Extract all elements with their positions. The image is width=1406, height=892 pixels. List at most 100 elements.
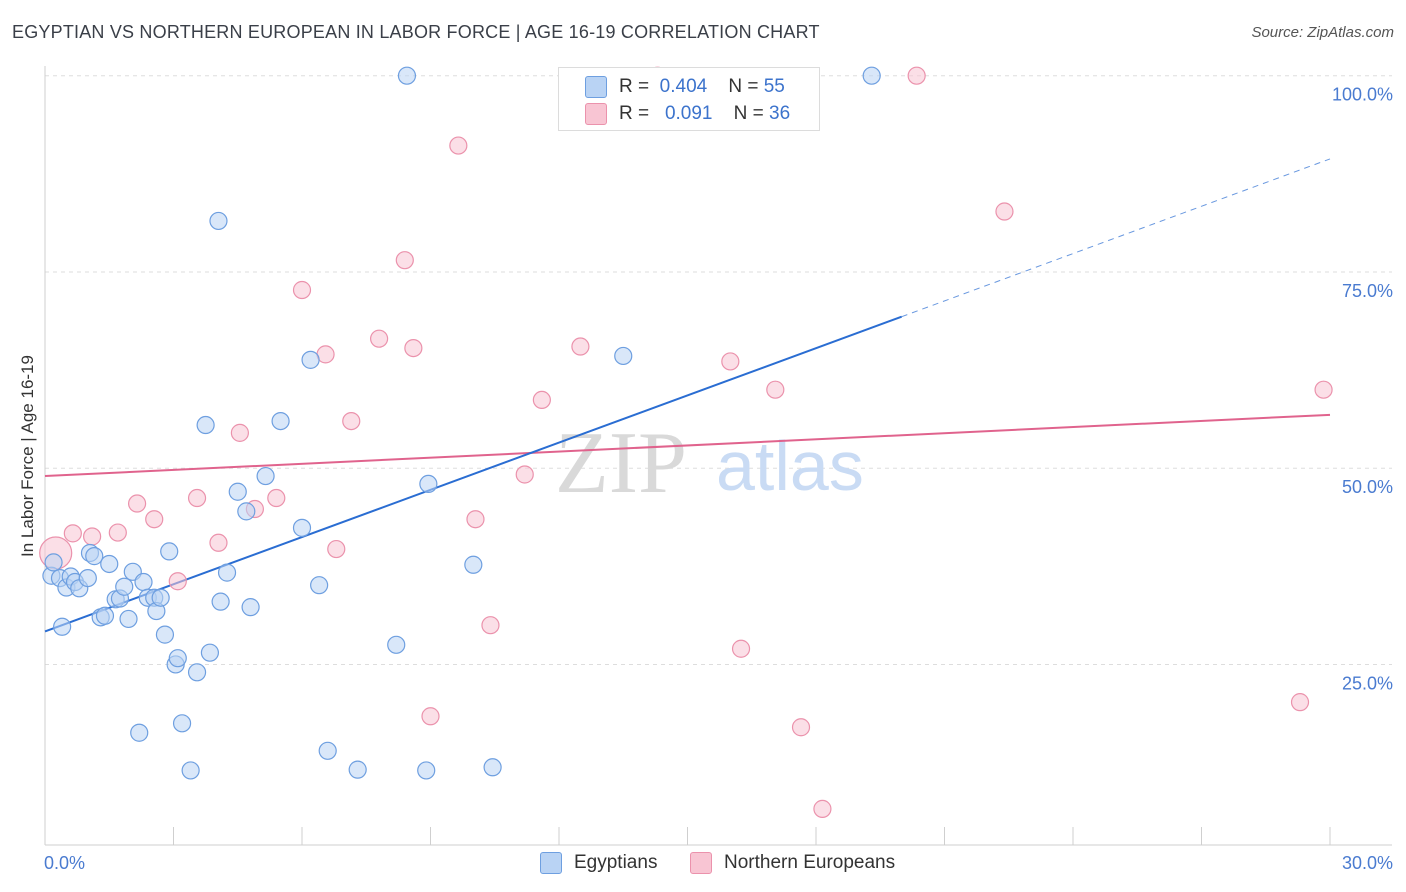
legend-item-northern-europeans: Northern Europeans (690, 852, 895, 874)
gridlines (45, 75, 1392, 665)
egyptian-point (483, 758, 502, 777)
legend-r-label: R = (619, 103, 650, 124)
egyptian-point (464, 555, 483, 574)
egyptian-point (310, 576, 329, 595)
egyptian-point (196, 415, 215, 435)
egyptian-point (78, 568, 97, 588)
northern-european-point (791, 718, 811, 737)
egyptian-point (237, 502, 256, 521)
egyptian-point (187, 663, 207, 682)
egyptian-point (301, 350, 320, 369)
egyptian-point (228, 482, 247, 501)
egyptian-point (200, 643, 220, 662)
egyptian-point (614, 346, 633, 366)
egyptian-point (348, 760, 367, 779)
x-tick-min: 0.0% (44, 853, 85, 873)
northern-european-point (532, 390, 551, 410)
egyptian-point (53, 617, 72, 636)
egyptian-point (119, 609, 138, 629)
northern-european-point (1290, 693, 1310, 712)
legend-n-label: N = (728, 76, 759, 97)
northern-european-point (995, 202, 1014, 221)
y-tick-label: 50.0% (1342, 477, 1393, 497)
northern-european-point (481, 616, 500, 635)
egyptian-points (42, 66, 881, 780)
egyptian-point (44, 553, 63, 572)
northern-european-point (404, 338, 423, 358)
x-tick-max: 30.0% (1342, 853, 1393, 873)
egyptian-point (181, 761, 200, 780)
egyptian-point (417, 761, 436, 780)
northern-european-point (1314, 380, 1333, 399)
egyptian-point (256, 466, 275, 486)
series-legend: Egyptians Northern Europeans (0, 852, 1406, 878)
egyptian-point (85, 547, 104, 566)
northern-european-point (168, 572, 187, 591)
egyptian-point (241, 598, 260, 617)
northern-european-trend-line (44, 413, 1331, 478)
egyptian-point (130, 723, 149, 742)
stats-legend: R = 0.404 N = 55 R = 0.091 N = 36 (558, 67, 820, 131)
egyptian-trend-line (44, 315, 903, 633)
legend-item-egyptians: Egyptians (540, 852, 657, 874)
legend-r-value: 0.091 (664, 103, 713, 124)
northern-european-point (813, 799, 832, 818)
northern-european-point (721, 352, 740, 371)
northern-european-point (292, 280, 312, 300)
egyptian-trend-extension (901, 158, 1331, 318)
northern-european-point (395, 251, 414, 270)
egyptian-point (172, 714, 192, 733)
egyptian-point (160, 542, 179, 561)
egyptian-point (100, 554, 119, 574)
northern-european-point (421, 707, 440, 726)
northern-european-point (571, 337, 590, 356)
egyptian-point (168, 649, 187, 668)
northern-european-point (370, 329, 389, 348)
y-tick-label: 25.0% (1342, 673, 1393, 693)
egyptian-point (134, 572, 153, 592)
egyptian-point (217, 563, 237, 582)
northern-european-point (209, 533, 228, 552)
legend-row-northern-europeans: R = 0.091 N = 36 (585, 102, 790, 126)
egyptian-point (419, 474, 438, 493)
chart-title: EGYPTIAN VS NORTHERN EUROPEAN IN LABOR F… (12, 22, 820, 42)
northern-european-point (187, 488, 207, 508)
egyptian-point (387, 635, 406, 654)
northern-european-point (907, 66, 926, 85)
egyptian-point (397, 66, 417, 85)
y-tick-label: 75.0% (1342, 281, 1393, 301)
legend-swatch-blue (585, 76, 607, 98)
blue-trend-group (44, 158, 1331, 633)
northern-european-point (267, 488, 286, 508)
source-label: Source: ZipAtlas.com (1251, 24, 1394, 41)
legend-n-value: 36 (769, 103, 791, 124)
legend-r-value: 0.404 (659, 76, 708, 97)
legend-n-label: N = (733, 103, 764, 124)
northern-european-point (766, 380, 785, 399)
egyptian-point (209, 211, 228, 231)
egyptian-point (151, 588, 170, 607)
northern-european-point (145, 510, 164, 529)
y-tick-labels: 25.0% 50.0% 75.0% 100.0% (1332, 85, 1393, 694)
northern-european-point (466, 510, 485, 529)
northern-european-point (127, 494, 147, 513)
egyptian-point (95, 606, 115, 625)
legend-n-value: 55 (763, 76, 785, 97)
legend-swatch-pink (690, 852, 712, 874)
northern-european-point (327, 539, 346, 559)
northern-european-point (515, 465, 534, 484)
egyptian-point (211, 592, 230, 611)
legend-swatch-blue (540, 852, 562, 874)
y-axis-label: In Labor Force | Age 16-19 (18, 355, 37, 557)
egyptian-point (318, 741, 337, 760)
egyptian-point (292, 518, 312, 537)
legend-row-egyptians: R = 0.404 N = 55 (585, 75, 785, 99)
northern-european-point (342, 412, 361, 431)
axes (44, 66, 1392, 846)
y-tick-label: 100.0% (1332, 85, 1393, 105)
egyptian-point (271, 412, 290, 431)
egyptian-point (115, 577, 134, 596)
legend-swatch-pink (585, 103, 607, 125)
northern-european-point (83, 527, 102, 546)
